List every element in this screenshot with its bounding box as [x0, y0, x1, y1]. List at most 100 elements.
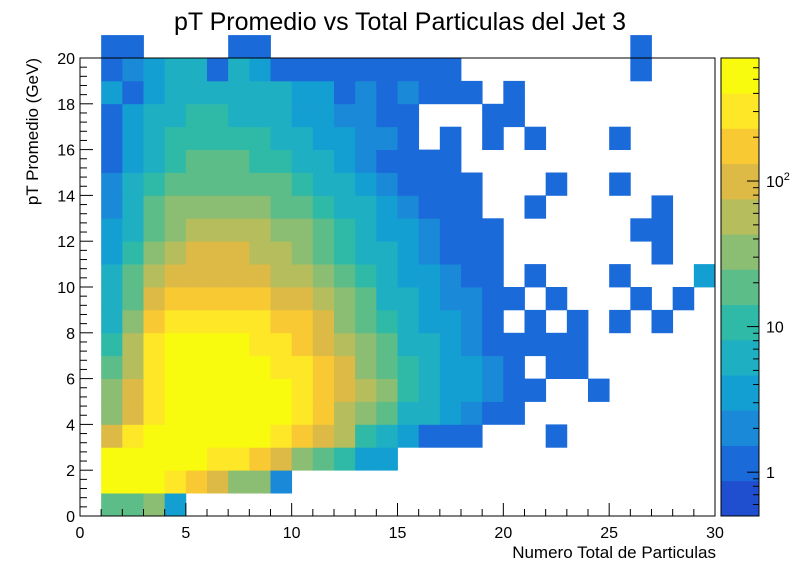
heatmap-cell [143, 126, 166, 150]
heatmap-cell [164, 424, 187, 448]
heatmap-cell [101, 218, 123, 242]
color-scale-segment [721, 304, 759, 341]
heatmap-cell [270, 218, 293, 242]
heatmap-cell [164, 241, 187, 265]
heatmap-cell [270, 172, 293, 196]
heatmap-cell [122, 447, 144, 471]
heatmap-cell [482, 103, 504, 128]
heatmap-cell [143, 218, 166, 242]
heatmap-cell [291, 424, 314, 448]
heatmap-cell [397, 332, 420, 357]
heatmap-cell [524, 264, 547, 288]
heatmap-cell [397, 58, 420, 82]
heatmap-cell [228, 332, 250, 357]
heatmap-cell [609, 126, 631, 150]
heatmap-cell [312, 80, 335, 105]
heatmap-cell [376, 309, 398, 334]
heatmap-cell [291, 172, 314, 196]
heatmap-cell [270, 332, 293, 357]
heatmap-cell [524, 195, 547, 219]
heatmap-cell [143, 172, 166, 196]
heatmap-cell [249, 35, 271, 59]
heatmap-cell [291, 287, 314, 311]
heatmap-cell [503, 332, 525, 357]
heatmap-cell [143, 378, 166, 402]
heatmap-cell [312, 58, 335, 82]
heatmap-cell [207, 80, 229, 105]
heatmap-cell [524, 309, 547, 334]
color-scale-segment [721, 375, 759, 411]
heatmap-cell [461, 401, 483, 425]
heatmap-cell [101, 126, 123, 150]
heatmap-cell [355, 447, 377, 471]
heatmap-cell [143, 241, 166, 265]
heatmap-cell [630, 35, 652, 59]
heatmap-cell [101, 149, 123, 173]
x-axis: 0 5 10 15 20 25 30 [76, 503, 724, 542]
heatmap-cell [249, 470, 271, 494]
heatmap-cell [291, 264, 314, 288]
heatmap-cell [270, 58, 293, 82]
heatmap-cell [101, 493, 123, 517]
heatmap-cell [291, 447, 314, 471]
heatmap-cell [228, 172, 250, 196]
heatmap-cell [566, 332, 589, 357]
heatmap-cell [207, 241, 229, 265]
heatmap-cell [143, 149, 166, 173]
heatmap-cell [249, 58, 271, 82]
heatmap-cell [164, 401, 187, 425]
heatmap-cell [461, 332, 483, 357]
heatmap-cell [566, 309, 589, 334]
heatmap-cell [122, 80, 144, 105]
heatmap-cell [291, 103, 314, 128]
heatmap-cell [122, 35, 144, 59]
heatmap-cell [228, 470, 250, 494]
heatmap-cell [122, 470, 144, 494]
heatmap-cell [164, 218, 187, 242]
y-tick-label: 14 [57, 188, 75, 205]
heatmap-cell [461, 80, 483, 105]
heatmap-cell [376, 424, 398, 448]
chart-title: pT Promedio vs Total Particulas del Jet … [174, 8, 626, 36]
heatmap-cell [397, 241, 420, 265]
heatmap-cell [355, 218, 377, 242]
heatmap-cell [270, 355, 293, 379]
heatmap-cell [249, 241, 271, 265]
heatmap-cell [397, 195, 420, 219]
heatmap-cell [228, 287, 250, 311]
heatmap-cell [143, 493, 166, 517]
heatmap-cell [588, 378, 610, 402]
heatmap-cell [122, 218, 144, 242]
heatmap-cell [291, 149, 314, 173]
heatmap-cell [312, 149, 335, 173]
heatmap-cell [164, 264, 187, 288]
heatmap-cell [482, 264, 504, 288]
heatmap-cell [439, 126, 462, 150]
color-scale-segment [721, 234, 759, 270]
heatmap-cell [122, 378, 144, 402]
heatmap-cell [249, 401, 271, 425]
heatmap-cell [291, 80, 314, 105]
heatmap-cell [418, 195, 441, 219]
heatmap-cell [249, 264, 271, 288]
heatmap-cell [185, 378, 208, 402]
y-tick-label: 0 [66, 509, 75, 526]
heatmap-cell [185, 424, 208, 448]
heatmap-cell [249, 447, 271, 471]
heatmap-cell [143, 401, 166, 425]
heatmap-cell [334, 264, 356, 288]
heatmap-cell [355, 264, 377, 288]
heatmap-cell [461, 355, 483, 379]
heatmap-cell [439, 424, 462, 448]
heatmap-cell [439, 80, 462, 105]
heatmap-cell [249, 126, 271, 150]
x-tick-label: 15 [389, 525, 407, 542]
heatmap-cell [207, 424, 229, 448]
heatmap-cell [439, 401, 462, 425]
y-axis-label: pT Promedio (GeV) [23, 58, 42, 205]
heatmap-cell [101, 35, 123, 59]
heatmap-cell [185, 103, 208, 128]
heatmap-cell [418, 401, 441, 425]
x-axis-label: Numero Total de Particulas [512, 543, 716, 562]
